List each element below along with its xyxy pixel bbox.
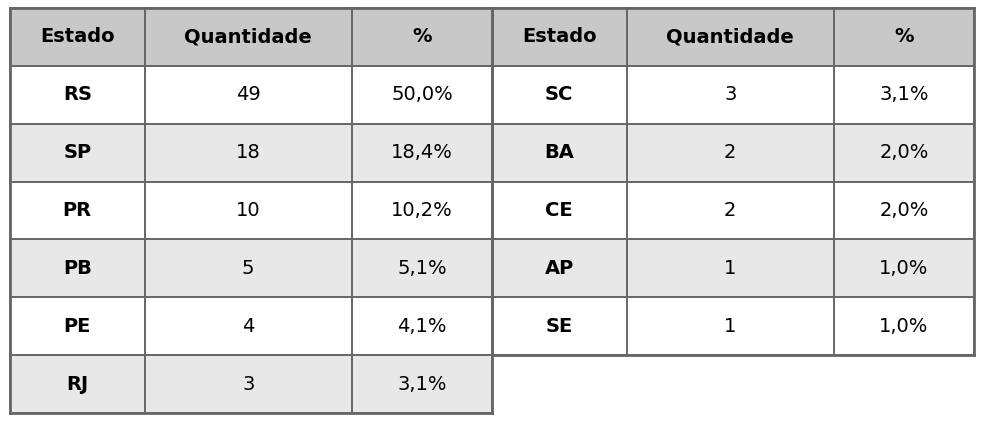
Text: AP: AP [544,259,574,278]
Bar [352,355,492,413]
Bar [352,297,492,355]
Text: 18: 18 [236,143,261,162]
Text: 3,1%: 3,1% [879,85,929,104]
Bar [145,124,352,181]
Bar [833,8,974,66]
Bar [145,8,352,66]
Text: 5,1%: 5,1% [398,259,447,278]
Text: 5: 5 [242,259,255,278]
Text: 2,0%: 2,0% [880,143,929,162]
Text: 4,1%: 4,1% [398,317,447,336]
Bar [492,8,627,66]
Bar [492,124,627,181]
Text: 1,0%: 1,0% [880,259,929,278]
Text: PE: PE [64,317,91,336]
Bar [833,181,974,240]
Bar [352,8,492,66]
Bar [145,297,352,355]
Bar [145,355,352,413]
Text: 1: 1 [724,317,736,336]
Text: 2: 2 [724,201,736,220]
Text: 10,2%: 10,2% [391,201,453,220]
Text: RJ: RJ [66,375,89,394]
Text: %: % [894,27,914,46]
Text: CE: CE [545,201,573,220]
Text: 3,1%: 3,1% [398,375,447,394]
Text: 2: 2 [724,143,736,162]
Bar [10,297,145,355]
Bar [627,66,833,124]
Text: Quantidade: Quantidade [184,27,312,46]
Bar [10,8,145,66]
Bar [627,8,833,66]
Bar [10,355,145,413]
Bar [352,240,492,297]
Text: 2,0%: 2,0% [880,201,929,220]
Text: 49: 49 [236,85,261,104]
Text: 3: 3 [724,85,736,104]
Text: BA: BA [544,143,575,162]
Bar [492,181,627,240]
Bar [10,66,145,124]
Text: SE: SE [546,317,573,336]
Text: 10: 10 [236,201,261,220]
Bar [352,124,492,181]
Bar [492,66,627,124]
Text: PB: PB [63,259,92,278]
Text: PR: PR [63,201,92,220]
Text: Estado: Estado [522,27,596,46]
Bar [627,297,833,355]
Text: 1,0%: 1,0% [880,317,929,336]
Bar [833,66,974,124]
Bar [352,66,492,124]
Bar [833,297,974,355]
Bar [627,181,833,240]
Bar [492,240,627,297]
Bar [145,181,352,240]
Text: Quantidade: Quantidade [666,27,794,46]
Text: %: % [412,27,432,46]
Text: SC: SC [545,85,574,104]
Bar [352,181,492,240]
Text: 18,4%: 18,4% [391,143,453,162]
Text: SP: SP [63,143,92,162]
Bar [10,124,145,181]
Text: 4: 4 [242,317,255,336]
Bar [492,297,627,355]
Text: Estado: Estado [40,27,114,46]
Bar [627,240,833,297]
Bar [833,124,974,181]
Text: RS: RS [63,85,92,104]
Bar [627,124,833,181]
Text: 1: 1 [724,259,736,278]
Text: 3: 3 [242,375,255,394]
Bar [833,240,974,297]
Bar [10,240,145,297]
Text: 50,0%: 50,0% [391,85,453,104]
Bar [10,181,145,240]
Bar [145,240,352,297]
Bar [145,66,352,124]
